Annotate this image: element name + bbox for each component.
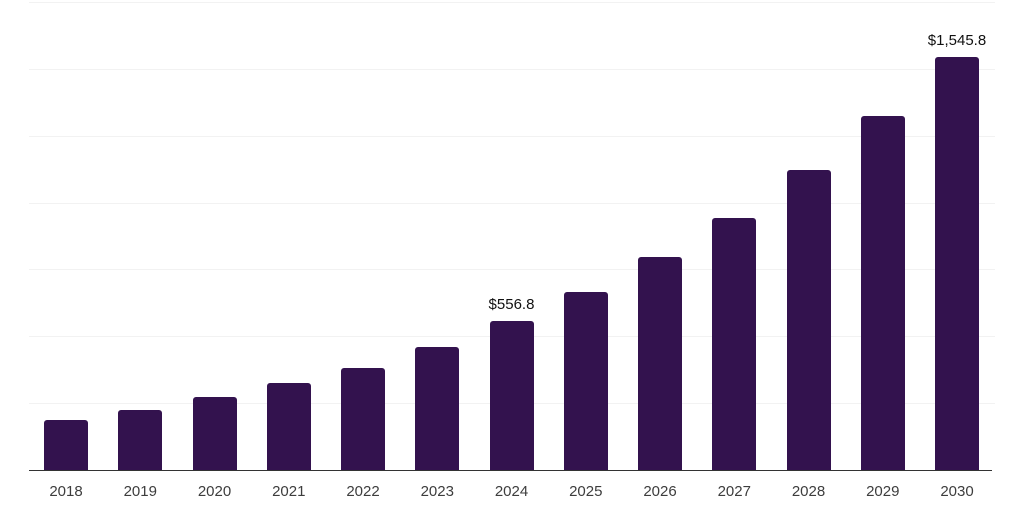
x-tick-label-2021: 2021 <box>272 483 306 500</box>
x-tick-label-2028: 2028 <box>791 483 826 500</box>
bar-2025 <box>564 292 608 470</box>
bar-2018 <box>44 420 88 470</box>
gridline-750 <box>29 269 995 270</box>
x-tick-label-2020: 2020 <box>197 483 232 500</box>
bar-2026 <box>638 257 682 470</box>
bar-2023 <box>415 347 459 470</box>
bar-2024 <box>490 321 534 470</box>
x-tick-label-2026: 2026 <box>643 483 677 500</box>
bar-2029 <box>861 116 905 470</box>
x-tick-label-2024: 2024 <box>494 483 529 500</box>
x-axis-line <box>29 470 992 471</box>
x-tick-label-2023: 2023 <box>420 483 454 500</box>
bar-2021 <box>267 383 311 470</box>
gridline-1000 <box>29 203 995 204</box>
gridline-1250 <box>29 136 995 137</box>
x-tick-label-2030: 2030 <box>940 483 974 500</box>
bar-2028 <box>787 170 831 470</box>
x-tick-label-2019: 2019 <box>123 483 157 500</box>
x-tick-label-2018: 2018 <box>49 483 83 500</box>
x-tick-label-2027: 2027 <box>717 483 751 500</box>
gridline-1500 <box>29 69 995 70</box>
data-label-2030: $1,545.8 <box>927 32 987 49</box>
x-tick-label-2029: 2029 <box>866 483 900 500</box>
x-tick-label-2025: 2025 <box>569 483 603 500</box>
bar-2027 <box>712 218 756 470</box>
bar-2022 <box>341 368 385 470</box>
bar-2030 <box>935 57 979 470</box>
x-tick-label-2022: 2022 <box>346 483 380 500</box>
bar-2019 <box>118 410 162 470</box>
data-label-2024: $556.8 <box>488 296 535 313</box>
gridline-1750 <box>29 2 995 3</box>
bar-2020 <box>193 397 237 470</box>
